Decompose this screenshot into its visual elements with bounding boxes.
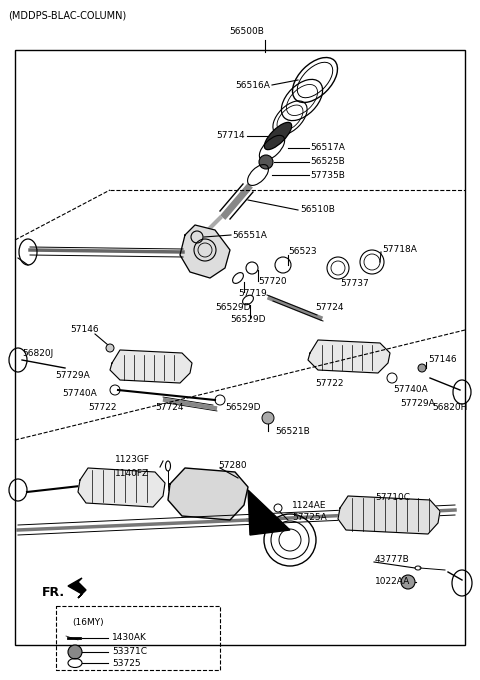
Text: 53725: 53725 xyxy=(112,658,141,668)
Polygon shape xyxy=(180,225,230,278)
Ellipse shape xyxy=(401,575,415,589)
Polygon shape xyxy=(308,340,390,373)
Text: 57719: 57719 xyxy=(238,288,267,298)
Text: 56551A: 56551A xyxy=(232,231,267,239)
Text: 57735B: 57735B xyxy=(310,171,345,180)
Text: 57710C: 57710C xyxy=(375,494,410,503)
Text: 57146: 57146 xyxy=(428,356,456,364)
Text: FR.: FR. xyxy=(42,585,65,598)
Text: 1430AK: 1430AK xyxy=(112,634,147,643)
Text: 57724: 57724 xyxy=(315,303,344,313)
Polygon shape xyxy=(68,578,86,598)
Text: 57722: 57722 xyxy=(88,403,117,413)
Text: 56525B: 56525B xyxy=(310,158,345,167)
Text: 57740A: 57740A xyxy=(62,388,97,398)
Polygon shape xyxy=(168,468,248,520)
Text: 57714: 57714 xyxy=(216,131,245,141)
Text: 57146: 57146 xyxy=(70,326,98,335)
Text: 56516A: 56516A xyxy=(235,80,270,90)
Text: 57737: 57737 xyxy=(340,279,369,288)
Text: 57722: 57722 xyxy=(315,379,344,388)
Bar xyxy=(15,50,465,645)
Text: 56529D: 56529D xyxy=(230,316,265,324)
Text: 56523: 56523 xyxy=(288,248,317,256)
Text: (16MY): (16MY) xyxy=(72,617,104,626)
Text: 56820J: 56820J xyxy=(22,348,53,358)
Text: 43777B: 43777B xyxy=(375,556,410,564)
Text: 56510B: 56510B xyxy=(300,205,335,214)
Text: 57724: 57724 xyxy=(155,403,183,413)
Polygon shape xyxy=(78,468,165,507)
Text: 53371C: 53371C xyxy=(112,647,147,656)
Ellipse shape xyxy=(264,122,292,150)
Text: 56500B: 56500B xyxy=(229,27,264,37)
Ellipse shape xyxy=(259,155,273,169)
Text: 57718A: 57718A xyxy=(382,245,417,254)
Text: 56820H: 56820H xyxy=(432,403,468,411)
Text: 57725A: 57725A xyxy=(292,513,327,522)
Polygon shape xyxy=(110,350,192,383)
Ellipse shape xyxy=(106,344,114,352)
Text: 1140FZ: 1140FZ xyxy=(115,469,149,477)
Text: 56529D: 56529D xyxy=(215,303,251,313)
Text: 57740A: 57740A xyxy=(393,386,428,394)
Text: 1124AE: 1124AE xyxy=(292,500,326,509)
Ellipse shape xyxy=(68,645,82,659)
Text: 57729A: 57729A xyxy=(400,398,435,407)
Text: 57720: 57720 xyxy=(258,277,287,286)
Polygon shape xyxy=(338,496,440,534)
Text: (MDDPS-BLAC-COLUMN): (MDDPS-BLAC-COLUMN) xyxy=(8,11,126,21)
Text: 57729A: 57729A xyxy=(55,371,90,379)
Ellipse shape xyxy=(262,412,274,424)
Text: 1022AA: 1022AA xyxy=(375,577,410,586)
Text: 1123GF: 1123GF xyxy=(115,456,150,464)
Text: 57280: 57280 xyxy=(218,462,247,471)
Ellipse shape xyxy=(418,364,426,372)
Text: 56529D: 56529D xyxy=(225,403,261,413)
Text: 56521B: 56521B xyxy=(275,428,310,437)
Polygon shape xyxy=(248,490,290,535)
Text: 56517A: 56517A xyxy=(310,143,345,152)
